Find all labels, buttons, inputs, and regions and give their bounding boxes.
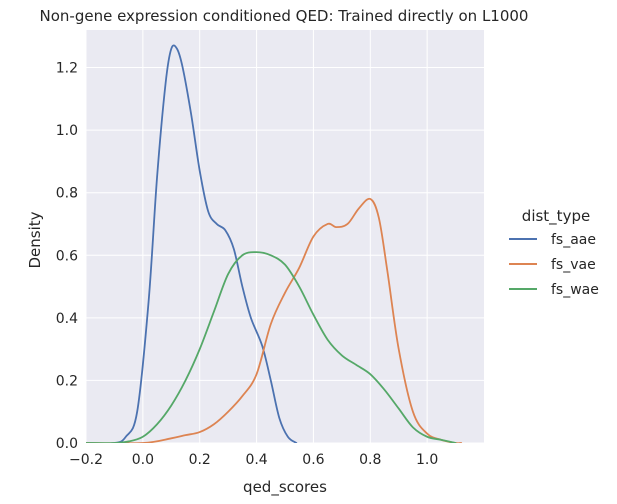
- x-tick-label: 0.2: [189, 452, 211, 468]
- y-tick-label: 1.2: [56, 61, 78, 77]
- y-tick-label: 0.2: [56, 373, 78, 389]
- y-tick-label: 1.0: [56, 123, 78, 139]
- x-tick-label: 0.0: [132, 452, 154, 468]
- x-tick-label: 1.0: [416, 452, 438, 468]
- legend: dist_type fs_aae fs_vae fs_wae: [509, 207, 599, 298]
- y-axis-label: Density: [26, 211, 44, 268]
- legend-entry-fs-wae: fs_wae: [551, 282, 599, 298]
- x-tick-label: 0.8: [359, 452, 381, 468]
- legend-entry-fs-vae: fs_vae: [551, 257, 596, 273]
- x-axis-ticks: −0.2 0.0 0.2 0.4 0.6 0.8 1.0: [69, 452, 438, 468]
- y-tick-label: 0.0: [56, 436, 78, 452]
- x-axis-label: qed_scores: [243, 478, 327, 497]
- legend-entry-fs-aae: fs_aae: [551, 232, 596, 248]
- x-tick-label: 0.6: [302, 452, 324, 468]
- x-tick-label: −0.2: [69, 452, 103, 468]
- x-tick-label: 0.4: [245, 452, 267, 468]
- chart-title: Non-gene expression conditioned QED: Tra…: [40, 7, 529, 25]
- plot-area: [86, 30, 484, 443]
- legend-title: dist_type: [522, 207, 590, 226]
- y-axis-ticks: 0.0 0.2 0.4 0.6 0.8 1.0 1.2: [56, 61, 78, 452]
- y-tick-label: 0.8: [56, 186, 78, 202]
- y-tick-label: 0.6: [56, 248, 78, 264]
- y-tick-label: 0.4: [56, 311, 78, 327]
